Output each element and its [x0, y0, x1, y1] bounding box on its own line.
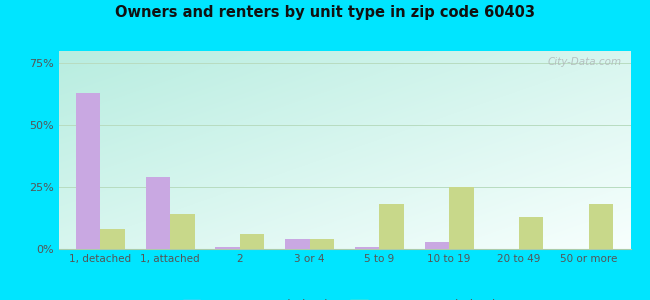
Legend: Owner occupied units, Renter occupied units: Owner occupied units, Renter occupied un…: [178, 295, 511, 300]
Bar: [424, 242, 449, 249]
Bar: [100, 229, 125, 249]
Bar: [240, 234, 265, 249]
Text: Owners and renters by unit type in zip code 60403: Owners and renters by unit type in zip c…: [115, 4, 535, 20]
Bar: [519, 217, 543, 249]
Bar: [215, 247, 240, 249]
Text: City-Data.com: City-Data.com: [548, 57, 622, 67]
Bar: [449, 187, 474, 249]
Bar: [285, 239, 309, 249]
Bar: [146, 177, 170, 249]
Bar: [76, 93, 100, 249]
Bar: [380, 205, 404, 249]
Bar: [309, 239, 334, 249]
Bar: [589, 205, 613, 249]
Bar: [355, 247, 380, 249]
Bar: [170, 214, 194, 249]
